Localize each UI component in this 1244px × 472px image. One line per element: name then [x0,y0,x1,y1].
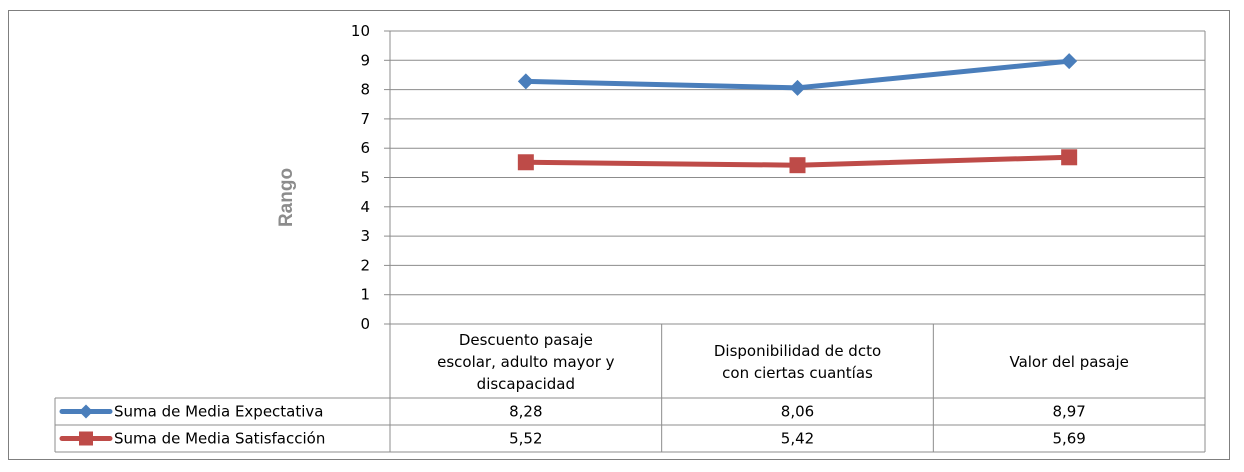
legend-entry: Suma de Media Satisfacción [114,430,325,448]
category-label: discapacidad [477,375,575,393]
y-tick-label: 0 [360,315,370,333]
y-tick-label: 8 [360,81,370,99]
y-tick-label: 6 [360,139,370,157]
data-table-value: 8,06 [781,403,814,421]
data-point [1061,149,1078,166]
data-table-value: 8,28 [509,403,542,421]
data-point [517,154,534,171]
category-label: escolar, adulto mayor y [437,353,615,371]
y-axis-label: Rango [276,168,297,227]
y-tick-label: 2 [360,256,370,274]
category-label: Disponibilidad de dcto [714,342,881,360]
legend-diamond-marker [79,404,93,419]
y-tick-label: 10 [351,22,370,40]
category-label: Valor del pasaje [1009,353,1128,371]
y-tick-label: 3 [360,227,370,245]
data-table-value: 8,97 [1052,403,1085,421]
data-point [789,157,806,174]
data-point [789,79,806,96]
legend-square-marker [79,431,93,446]
data-point [1061,53,1078,70]
data-table-value: 5,69 [1052,430,1085,448]
data-point [517,73,534,90]
y-tick-label: 1 [360,286,370,304]
data-table-value: 5,42 [781,430,814,448]
y-tick-label: 5 [360,169,370,187]
legend-entry: Suma de Media Expectativa [114,403,323,421]
category-label: Descuento pasaje [459,331,593,349]
y-tick-label: 7 [360,110,370,128]
y-tick-label: 4 [360,198,370,216]
y-tick-label: 9 [360,51,370,69]
data-table-value: 5,52 [509,430,542,448]
category-label: con ciertas cuantías [722,364,873,382]
